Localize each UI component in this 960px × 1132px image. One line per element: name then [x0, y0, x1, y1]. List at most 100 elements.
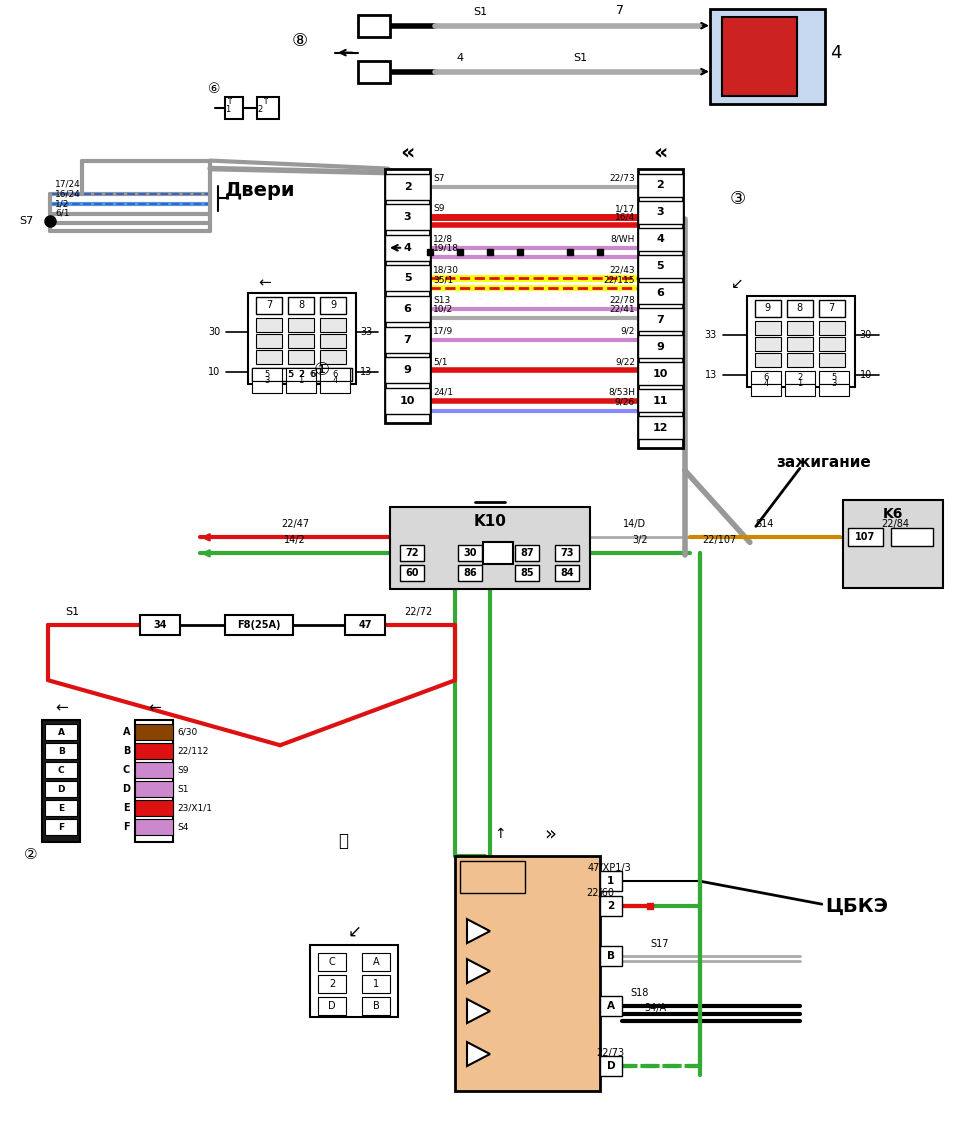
Text: 107: 107 — [854, 532, 875, 542]
Text: 13: 13 — [360, 368, 372, 377]
Bar — [385, 358, 430, 384]
Text: 6: 6 — [763, 372, 769, 381]
Text: ↑: ↑ — [227, 95, 234, 105]
Bar — [600, 897, 622, 916]
Text: B: B — [58, 747, 64, 756]
Text: 5  2  6: 5 2 6 — [288, 370, 317, 379]
Text: 30: 30 — [860, 331, 872, 341]
Text: ↙: ↙ — [348, 923, 361, 940]
Text: S13: S13 — [433, 295, 450, 305]
Bar — [45, 781, 77, 797]
Bar — [385, 327, 430, 352]
Text: ←: ← — [258, 275, 271, 290]
Text: 3/2: 3/2 — [632, 535, 648, 546]
Bar — [256, 297, 282, 315]
Bar — [320, 381, 350, 394]
Text: »: » — [544, 825, 556, 843]
Text: 1: 1 — [373, 979, 379, 989]
Text: 2: 2 — [797, 372, 803, 381]
Text: 1/2: 1/2 — [56, 199, 70, 208]
Text: ↙: ↙ — [731, 276, 743, 291]
Bar — [819, 385, 849, 396]
Text: B: B — [607, 951, 615, 961]
Text: S1: S1 — [473, 7, 487, 17]
Text: 5: 5 — [657, 261, 664, 271]
Bar — [755, 321, 780, 335]
Bar — [637, 417, 683, 439]
Bar — [637, 282, 683, 305]
Bar — [637, 362, 683, 386]
Text: зажигание: зажигание — [776, 455, 871, 470]
Bar — [755, 353, 780, 368]
Text: K6: K6 — [882, 507, 903, 522]
Text: 9: 9 — [765, 303, 771, 314]
Text: 14/2: 14/2 — [284, 535, 306, 546]
Bar — [819, 321, 845, 335]
Bar — [785, 385, 815, 396]
Text: ②: ② — [23, 847, 37, 861]
Bar — [320, 297, 347, 315]
Text: 5: 5 — [265, 370, 270, 379]
Text: 35/1: 35/1 — [433, 275, 453, 284]
Text: S1: S1 — [573, 53, 587, 62]
Bar — [637, 173, 683, 197]
Bar — [320, 334, 347, 349]
Bar — [286, 368, 316, 381]
Bar — [320, 351, 347, 365]
Text: ↑: ↑ — [494, 827, 506, 841]
Bar — [226, 96, 243, 119]
Text: 72: 72 — [405, 548, 419, 558]
Text: E: E — [59, 804, 64, 813]
Text: «: « — [653, 143, 667, 163]
Text: 85: 85 — [520, 568, 534, 578]
Text: 9: 9 — [330, 300, 336, 310]
Text: 4: 4 — [829, 44, 841, 61]
Text: 9/2: 9/2 — [620, 327, 635, 335]
Text: 2: 2 — [403, 181, 412, 191]
Text: 84: 84 — [560, 568, 574, 578]
Bar — [358, 61, 390, 83]
Text: 3: 3 — [264, 376, 270, 385]
Text: S7: S7 — [433, 173, 444, 182]
Text: 22/112: 22/112 — [178, 747, 208, 756]
Text: 9: 9 — [657, 342, 664, 352]
Bar — [358, 15, 390, 36]
Text: «: « — [400, 143, 415, 163]
Text: 22/73: 22/73 — [610, 173, 635, 182]
Bar — [819, 371, 849, 385]
Bar — [135, 724, 173, 740]
Bar — [848, 529, 883, 547]
Bar — [460, 861, 525, 893]
Bar — [722, 17, 797, 95]
Bar — [819, 337, 845, 351]
Bar — [288, 334, 314, 349]
Bar — [45, 820, 77, 835]
Bar — [637, 389, 683, 412]
Bar — [135, 800, 173, 816]
Text: S17: S17 — [651, 940, 669, 949]
Bar — [637, 335, 683, 359]
Text: S4: S4 — [178, 823, 188, 832]
Bar — [400, 546, 424, 561]
Text: 6: 6 — [657, 288, 664, 298]
Text: 13: 13 — [705, 370, 717, 380]
Text: 4: 4 — [332, 376, 338, 385]
Bar — [787, 300, 813, 317]
Text: 4: 4 — [403, 242, 412, 252]
Text: 30: 30 — [464, 548, 477, 558]
Text: 34: 34 — [154, 620, 167, 631]
Bar — [248, 292, 356, 385]
Text: 7: 7 — [616, 3, 624, 17]
Text: 22/115: 22/115 — [604, 275, 635, 284]
Text: 10: 10 — [653, 369, 668, 379]
Text: 5  2  6: 5 2 6 — [289, 370, 315, 379]
Text: 11: 11 — [653, 396, 668, 406]
Text: 24/1: 24/1 — [433, 388, 453, 397]
Text: ←: ← — [148, 701, 160, 715]
Text: S9: S9 — [178, 765, 189, 774]
Text: D: D — [328, 1001, 336, 1011]
Text: D: D — [122, 784, 131, 795]
Text: 23/X1/1: 23/X1/1 — [178, 804, 212, 813]
Bar — [135, 762, 173, 778]
Text: 4: 4 — [657, 234, 664, 245]
